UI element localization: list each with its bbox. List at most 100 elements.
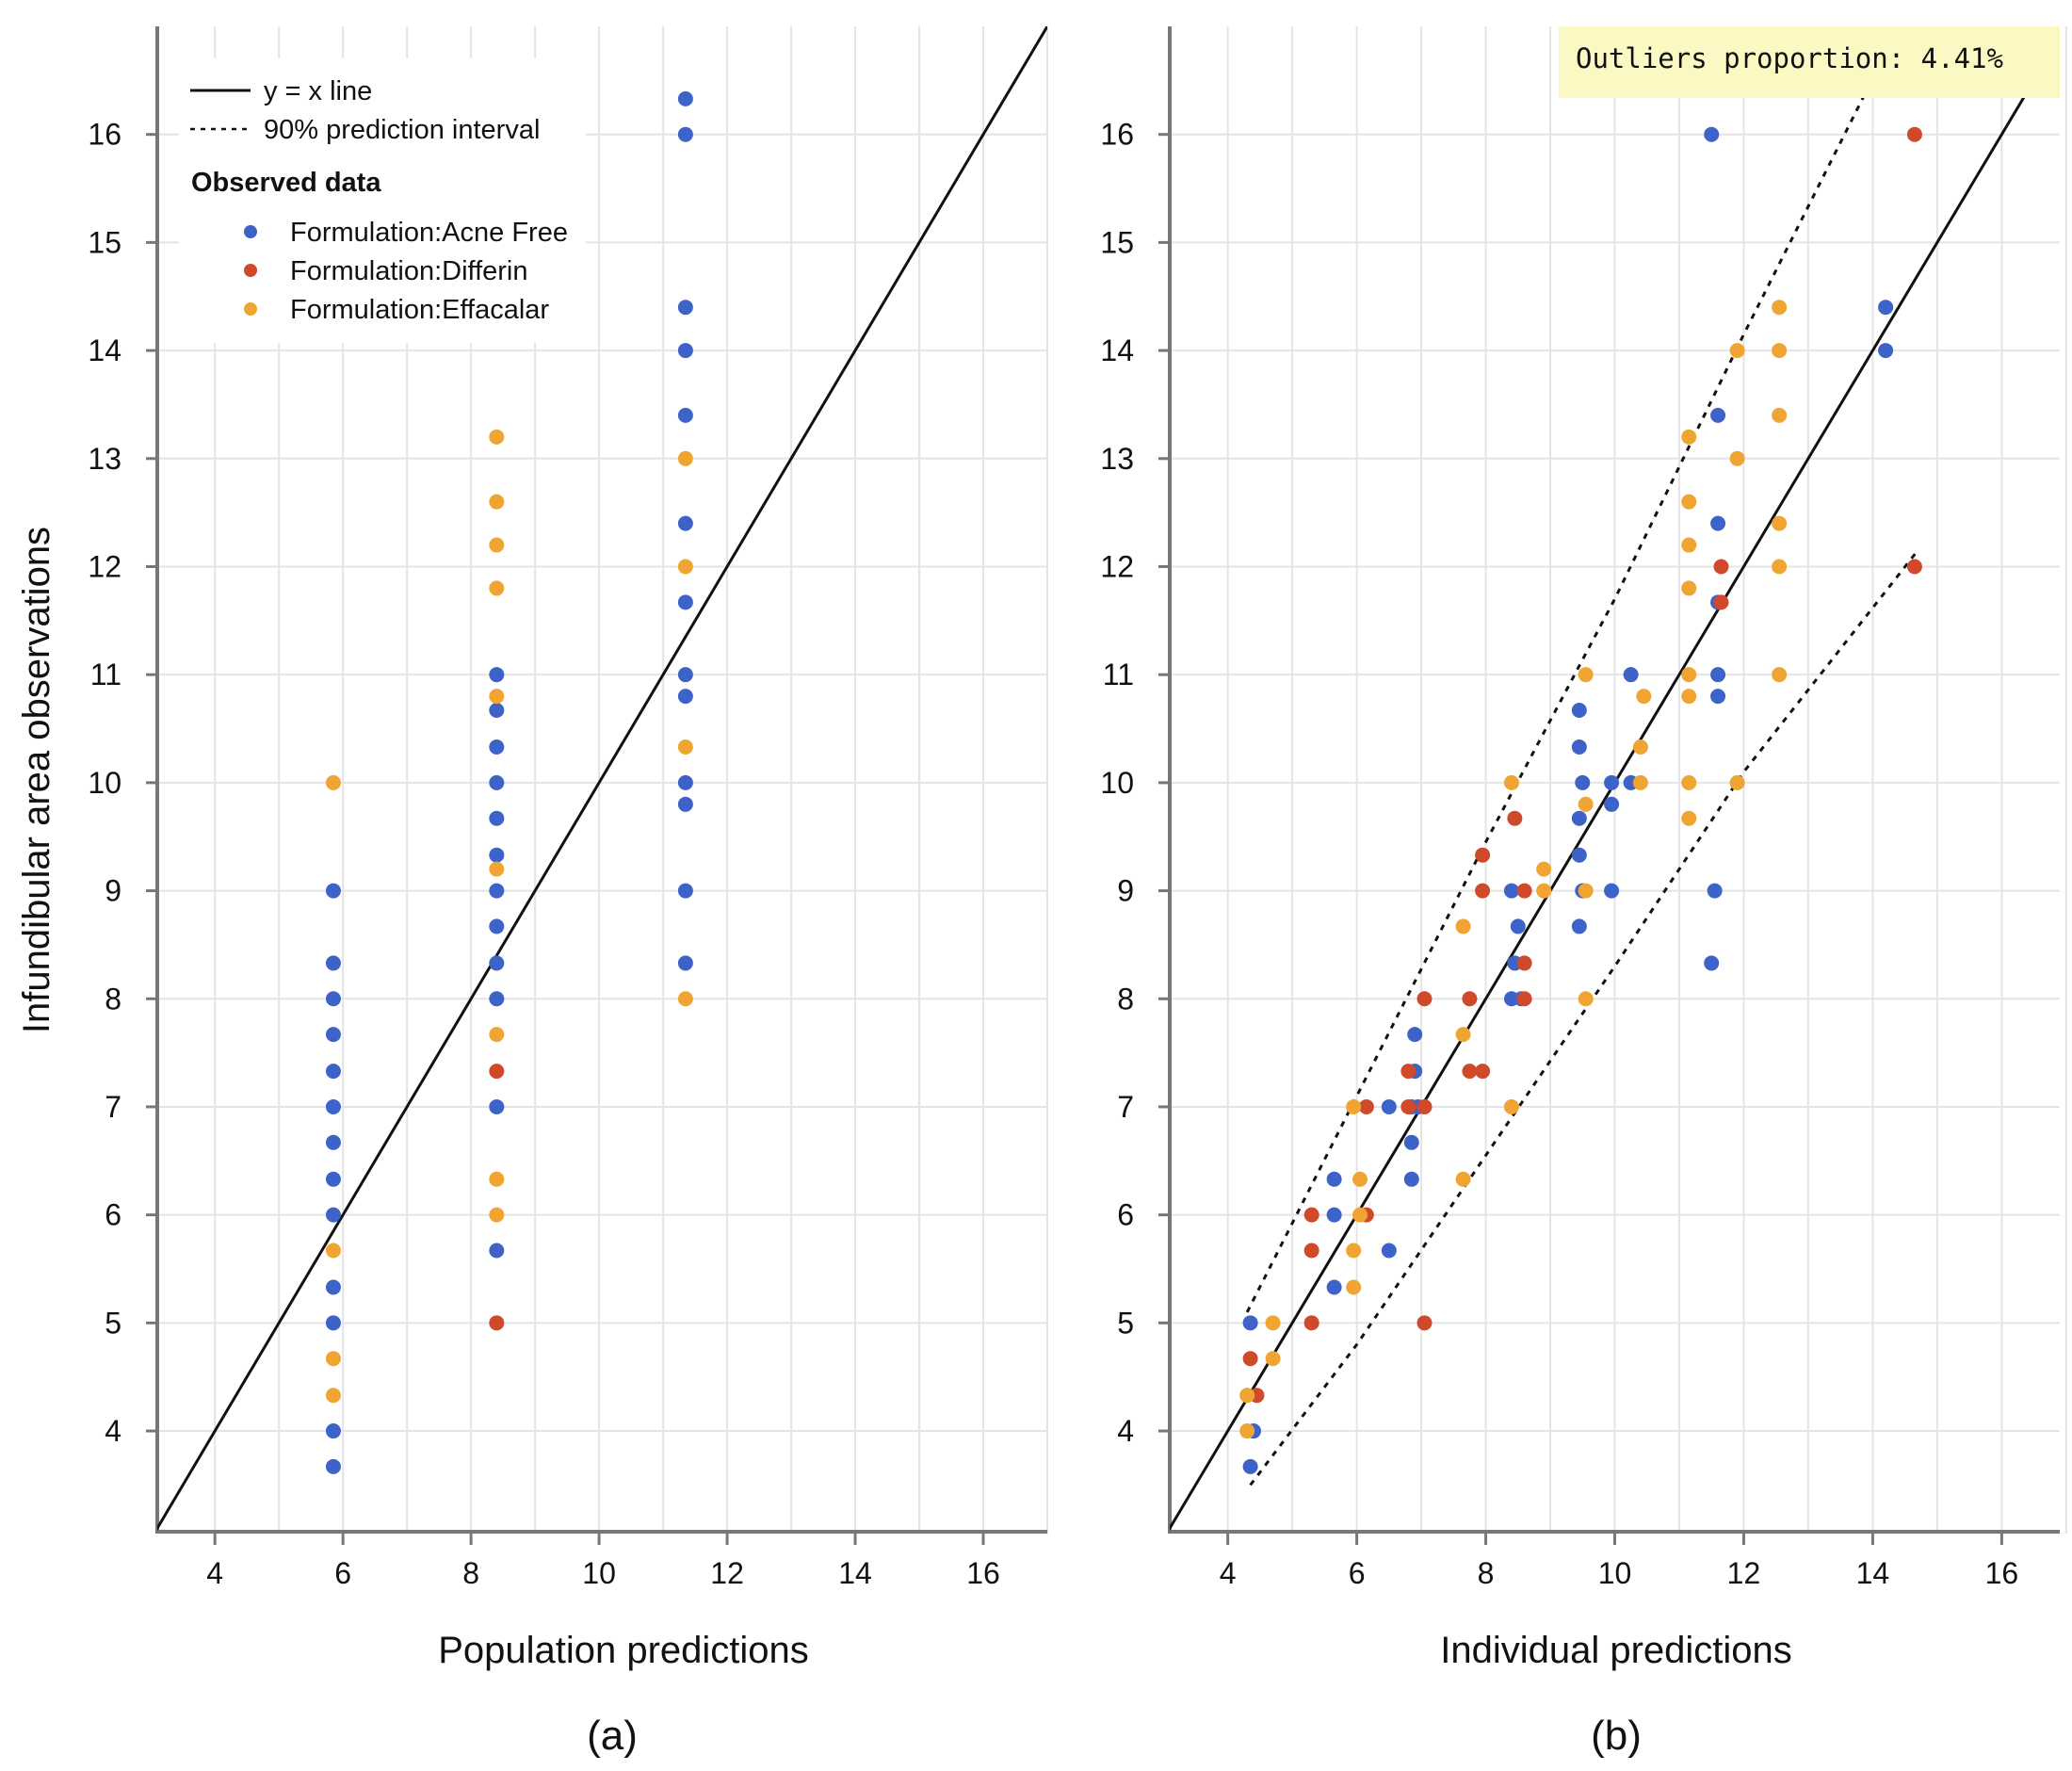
panel-b-point-effacalar <box>1636 689 1652 705</box>
panel-b-point-differin <box>1303 1315 1319 1331</box>
panel-b-point-acne-free <box>1407 1027 1423 1043</box>
panel-b-point-effacalar <box>1772 343 1788 359</box>
panel-b-point-differin <box>1358 1098 1374 1114</box>
panel-b-x-tick-label: 14 <box>1856 1556 1890 1590</box>
panel-a-point-acne-free <box>677 300 693 316</box>
panel-a-point-effacalar <box>677 559 693 575</box>
legend-label-acne-free: Formulation:Acne Free <box>290 218 568 248</box>
panel-a-point-acne-free <box>325 1171 341 1187</box>
panel-b-caption: (b) <box>1591 1713 1642 1759</box>
panel-a-caption: (a) <box>587 1713 638 1759</box>
panel-a-point-acne-free <box>489 810 505 826</box>
panel-b-point-effacalar <box>1578 883 1594 899</box>
legend-marker-effacalar <box>244 302 257 316</box>
panel-a-point-acne-free <box>325 1134 341 1150</box>
panel-b-point-acne-free <box>1381 1098 1397 1114</box>
panel-b-point-differin <box>1400 1098 1416 1114</box>
panel-a-point-acne-free <box>325 883 341 899</box>
panel-b-point-effacalar <box>1239 1423 1255 1439</box>
panel-b-y-tick-label: 4 <box>1117 1414 1134 1448</box>
outliers-badge-box <box>1559 26 2060 98</box>
panel-a-points <box>325 90 693 1474</box>
panel-a-point-effacalar <box>677 450 693 466</box>
panel-a-point-acne-free <box>489 883 505 899</box>
panel-a-point-effacalar <box>489 861 505 877</box>
panel-a-point-differin <box>489 1064 505 1080</box>
panel-a-point-acne-free <box>489 1243 505 1259</box>
panel-b-x-axis-title: Individual predictions <box>1440 1630 1792 1671</box>
panel-a-point-acne-free <box>325 1207 341 1223</box>
panel-b-point-effacalar <box>1632 774 1648 790</box>
panel-a-point-effacalar <box>325 1351 341 1367</box>
panel-b-y-tick-label: 11 <box>1103 658 1134 691</box>
panel-b-y-tick-label: 16 <box>1100 118 1134 152</box>
panel-a-y-tick-label: 7 <box>105 1090 121 1124</box>
panel-b-point-effacalar <box>1578 991 1594 1007</box>
panel-b-point-acne-free <box>1707 883 1723 899</box>
panel-b-point-acne-free <box>1571 810 1587 826</box>
panel-b-point-effacalar <box>1352 1171 1368 1187</box>
outliers-badge-text: Outliers proportion: 4.41% <box>1576 42 2003 74</box>
panel-b-point-acne-free <box>1326 1279 1342 1295</box>
panel-b-point-differin <box>1416 1315 1433 1331</box>
panel-a-reference-lines <box>157 26 1047 1532</box>
panel-a-point-acne-free <box>489 1098 505 1114</box>
panel-a-point-acne-free <box>325 1098 341 1114</box>
panel-a-point-acne-free <box>489 918 505 934</box>
legend-marker-differin <box>244 264 257 277</box>
panel-b-individual: 4 6 8 10 12 14 16 4 5 6 7 8 9 10 11 12 13 14 15 16 Individu… <box>1100 26 2067 1759</box>
panel-b-point-differin <box>1303 1243 1319 1259</box>
panel-b-point-differin <box>1906 559 1922 575</box>
panel-b-point-effacalar <box>1681 810 1697 826</box>
panel-a-point-acne-free <box>677 883 693 899</box>
panel-b-point-differin <box>1400 1064 1416 1080</box>
panel-b-point-effacalar <box>1239 1388 1255 1404</box>
panel-b-point-effacalar <box>1681 774 1697 790</box>
panel-b-point-effacalar <box>1503 774 1519 790</box>
panel-b-point-effacalar <box>1536 861 1552 877</box>
panel-a-point-effacalar <box>489 429 505 445</box>
panel-b-point-effacalar <box>1346 1098 1362 1114</box>
panel-a-point-acne-free <box>677 955 693 971</box>
panel-a-point-effacalar <box>325 774 341 790</box>
panel-b-x-tick-label: 10 <box>1598 1556 1632 1590</box>
panel-a-point-effacalar <box>677 991 693 1007</box>
panel-a-point-acne-free <box>325 1423 341 1439</box>
panel-a-y-tick-label: 11 <box>90 658 121 691</box>
panel-a-y-tick-label: 9 <box>105 874 121 908</box>
panel-a-y-tick-label: 8 <box>105 982 121 1015</box>
panel-a-x-tick-label: 6 <box>334 1556 351 1590</box>
legend-heading: Observed data <box>191 168 381 198</box>
legend-label-differin: Formulation:Differin <box>290 256 528 286</box>
panel-a-point-acne-free <box>489 703 505 719</box>
panel-b-point-acne-free <box>1878 343 1894 359</box>
panel-a-y-tick-label: 5 <box>105 1306 121 1340</box>
panel-a-point-acne-free <box>489 991 505 1007</box>
panel-b-point-differin <box>1416 1098 1433 1114</box>
panel-a-point-acne-free <box>677 667 693 683</box>
panel-a-point-acne-free <box>325 1064 341 1080</box>
panel-a-y-tick-label: 10 <box>88 766 121 800</box>
panel-b-y-tick-label: 13 <box>1100 442 1134 476</box>
panel-a-population: 4 6 8 10 12 14 16 4 5 6 7 8 9 10 11 12 13 14 15 16 Infundib… <box>16 26 1048 1759</box>
panel-b-point-acne-free <box>1575 774 1591 790</box>
panel-a-point-effacalar <box>677 739 693 756</box>
panel-b-point-effacalar <box>1455 1027 1471 1043</box>
panel-b-point-acne-free <box>1878 300 1894 316</box>
panel-b-point-acne-free <box>1604 774 1620 790</box>
panel-a-x-tick-label: 14 <box>838 1556 872 1590</box>
panel-b-y-tick-label: 6 <box>1117 1198 1134 1232</box>
panel-a-point-acne-free <box>489 955 505 971</box>
panel-a-y-tick-label: 4 <box>105 1414 121 1448</box>
panel-b-point-differin <box>1507 810 1523 826</box>
legend-interval-label: 90% prediction interval <box>264 115 540 145</box>
panel-a-point-effacalar <box>489 1207 505 1223</box>
panel-b-point-differin <box>1475 847 1491 863</box>
panel-b-point-effacalar <box>1772 667 1788 683</box>
panel-a-point-acne-free <box>677 594 693 610</box>
panel-b-point-acne-free <box>1403 1171 1419 1187</box>
panel-b-y-tick-label: 7 <box>1117 1090 1134 1124</box>
panel-b-points <box>1239 126 1922 1474</box>
panel-b-x-tick-label: 4 <box>1220 1556 1237 1590</box>
